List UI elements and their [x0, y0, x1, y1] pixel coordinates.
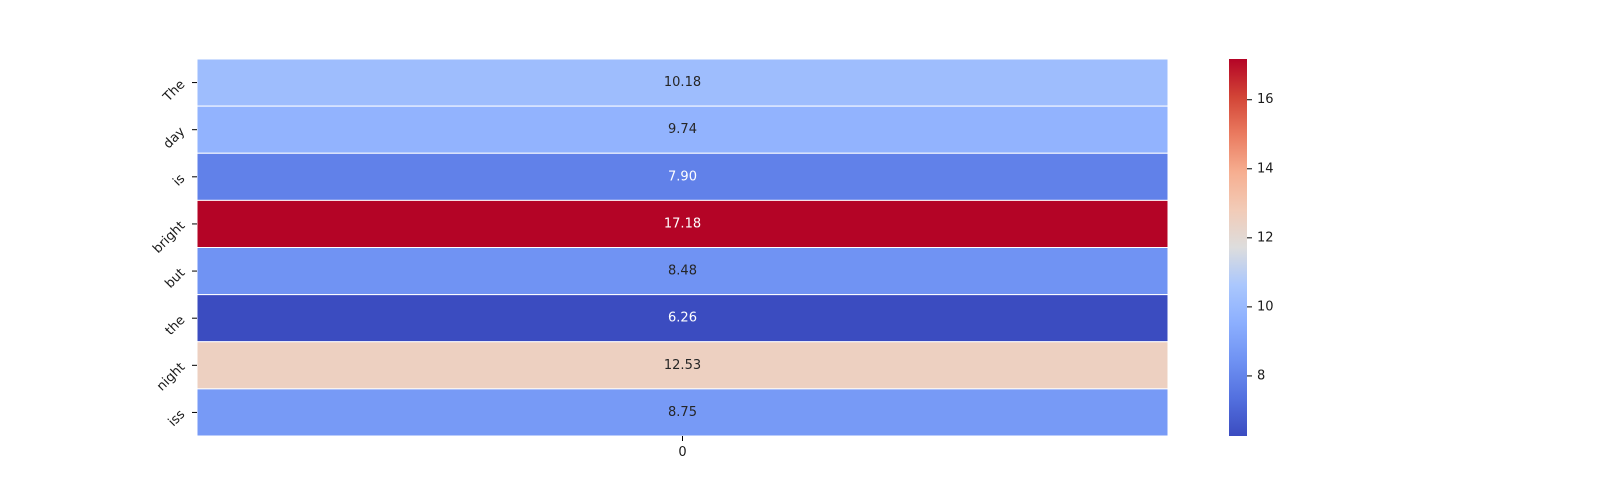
colorbar: 8 10 12 14 16	[1229, 59, 1274, 436]
x-tick-labels: 0	[678, 436, 687, 460]
heatmap-cell-4	[196, 247, 1169, 296]
cell-value-label-0: 10.18	[664, 75, 701, 90]
y-tick-label-4: but	[162, 266, 188, 292]
colorbar-gradient	[1229, 59, 1247, 436]
y-tick-label-5: the	[163, 313, 189, 339]
cell-value-label-4: 8.48	[668, 264, 697, 279]
y-tick-label-2: is	[170, 171, 188, 189]
cell-value-label-3: 17.18	[664, 216, 701, 231]
cell-value-label-5: 6.26	[668, 311, 697, 326]
y-tick-label-7: iss	[166, 407, 189, 430]
heatmap-cell-1	[196, 105, 1169, 154]
colorbar-tick-label-2: 12	[1257, 230, 1274, 245]
heatmap-cell-2	[196, 152, 1169, 201]
cell-value-label-2: 7.90	[668, 169, 697, 184]
colorbar-tick-label-1: 10	[1257, 299, 1274, 314]
colorbar-tick-label-0: 8	[1257, 368, 1265, 383]
y-tick-labels: The day is bright but the night iss	[150, 77, 197, 430]
colorbar-tick-label-4: 16	[1257, 92, 1274, 107]
heatmap-cell-0	[196, 58, 1169, 107]
cell-value-label-6: 12.53	[664, 358, 701, 373]
heatmap-cell-3	[196, 199, 1169, 248]
y-tick-label-1: day	[161, 124, 189, 152]
cell-value-label-7: 8.75	[668, 405, 697, 420]
y-tick-label-3: bright	[150, 219, 188, 257]
heatmap-cells: 10.18 9.74 7.90 17.18 8.48 6.26 12.53 8.75	[196, 58, 1169, 437]
y-tick-label-0: The	[160, 77, 188, 105]
heatmap-cell-5	[196, 294, 1169, 343]
colorbar-tick-label-3: 14	[1257, 161, 1274, 176]
x-tick-label-0: 0	[678, 445, 686, 460]
y-tick-label-6: night	[154, 360, 188, 394]
cell-value-label-1: 9.74	[668, 122, 697, 137]
